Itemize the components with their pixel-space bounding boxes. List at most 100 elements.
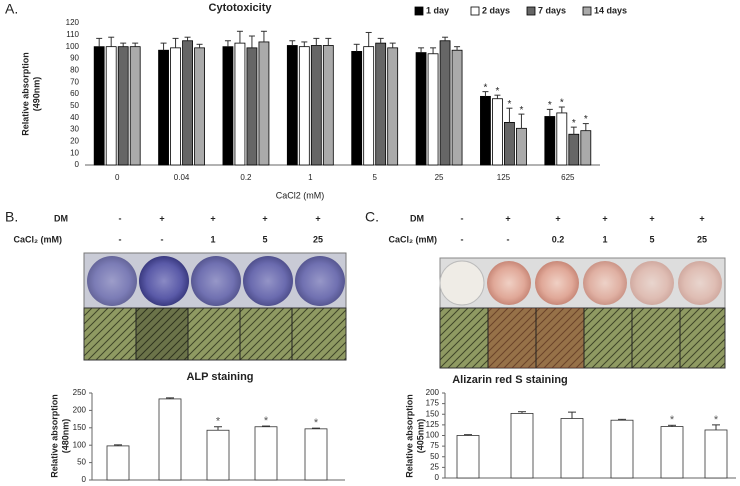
x-tick-label: 0.04 — [174, 173, 190, 182]
x-tick-label: 25 — [435, 173, 444, 182]
bar — [105, 46, 117, 166]
bar — [610, 419, 634, 479]
y-tick-label: 30 — [70, 125, 79, 134]
chart-title: Cytotoxicity — [209, 2, 273, 14]
condition-cell: 1 — [602, 234, 607, 244]
y-tick-label: 100 — [426, 431, 440, 440]
bar — [451, 49, 463, 166]
chart-title: Alizarin red S staining — [452, 374, 568, 386]
significance-label: * — [560, 98, 564, 109]
x-tick-label: 0 — [115, 173, 120, 182]
bar — [568, 133, 580, 166]
bar — [234, 42, 246, 166]
condition-cell: + — [699, 213, 704, 223]
condition-cell: + — [602, 213, 607, 223]
condition-cell: + — [555, 213, 560, 223]
y-tick-label: 110 — [66, 30, 79, 39]
condition-cell: + — [262, 213, 267, 223]
significance-label: * — [216, 416, 221, 428]
condition-cell: - — [461, 234, 464, 244]
condition-cell: + — [159, 213, 164, 223]
legend-swatch — [470, 6, 480, 16]
bar — [158, 398, 182, 481]
condition-cell: 0.2 — [552, 234, 565, 244]
y-axis-label: (405nm) — [415, 419, 425, 454]
bar — [660, 426, 684, 479]
bar — [106, 445, 130, 481]
condition-cell: - — [507, 234, 510, 244]
x-axis-label: CaCl2 (mM) — [276, 190, 325, 200]
significance-label: * — [507, 99, 511, 110]
condition-cell: 1 — [210, 234, 215, 244]
bar — [456, 435, 480, 479]
significance-label: * — [314, 417, 319, 429]
y-tick-label: 20 — [70, 136, 79, 145]
bar — [246, 47, 258, 166]
bar — [556, 112, 568, 166]
y-axis-label: Relative absorption — [49, 394, 59, 478]
panel-label: B. — [5, 209, 18, 225]
condition-label: CaCl₂ (mM) — [389, 234, 438, 244]
alp-micrographs — [83, 307, 347, 361]
y-tick-label: 25 — [430, 462, 439, 471]
bar — [427, 53, 439, 166]
y-tick-label: 175 — [426, 399, 440, 408]
condition-cell: 25 — [313, 234, 323, 244]
bar — [704, 429, 728, 479]
condition-label: DM — [410, 213, 424, 223]
legend-label: 2 days — [482, 5, 510, 15]
bar — [375, 42, 387, 166]
y-tick-label: 90 — [70, 54, 79, 63]
legend-swatch — [582, 6, 592, 16]
condition-cell: 5 — [649, 234, 654, 244]
legend-swatch — [414, 6, 424, 16]
legend-swatch — [526, 6, 536, 16]
bar — [504, 122, 515, 166]
x-tick-label: 1 — [308, 173, 313, 182]
y-tick-label: 80 — [70, 65, 79, 74]
bar — [439, 40, 451, 166]
y-tick-label: 0 — [82, 475, 87, 484]
significance-label: * — [519, 105, 523, 116]
bar — [363, 46, 375, 166]
condition-cell: 25 — [697, 234, 707, 244]
alizarin-plate-photo — [439, 257, 726, 309]
significance-label: * — [584, 114, 588, 125]
bar — [516, 127, 527, 166]
significance-label: * — [670, 414, 675, 426]
bar — [222, 46, 234, 166]
bar — [322, 45, 334, 166]
y-tick-label: 100 — [66, 42, 80, 51]
condition-cell: + — [315, 213, 320, 223]
y-tick-label: 75 — [430, 441, 439, 450]
y-axis-label: (490nm) — [31, 77, 41, 112]
condition-cell: + — [505, 213, 510, 223]
bar — [129, 46, 141, 166]
bar — [560, 418, 584, 479]
condition-cell: 5 — [262, 234, 267, 244]
chart-title: ALP staining — [186, 371, 253, 383]
significance-label: * — [495, 86, 499, 97]
condition-cell: + — [649, 213, 654, 223]
bar — [310, 45, 322, 166]
condition-cell: - — [461, 213, 464, 223]
significance-label: * — [483, 82, 487, 93]
condition-cell: - — [161, 234, 164, 244]
bar — [93, 46, 105, 166]
y-tick-label: 125 — [426, 420, 440, 429]
bar — [387, 47, 399, 166]
bar — [158, 49, 169, 166]
condition-cell: - — [119, 234, 122, 244]
bar — [182, 40, 193, 166]
bar — [544, 116, 556, 166]
y-tick-label: 100 — [73, 440, 87, 449]
significance-label: * — [714, 414, 719, 426]
y-tick-label: 50 — [70, 101, 79, 110]
bar — [304, 428, 328, 481]
y-tick-label: 40 — [70, 113, 79, 122]
bar — [480, 95, 491, 166]
y-axis-label: Relative absorption — [20, 52, 30, 136]
x-tick-label: 5 — [372, 173, 377, 182]
y-tick-label: 10 — [70, 148, 79, 157]
